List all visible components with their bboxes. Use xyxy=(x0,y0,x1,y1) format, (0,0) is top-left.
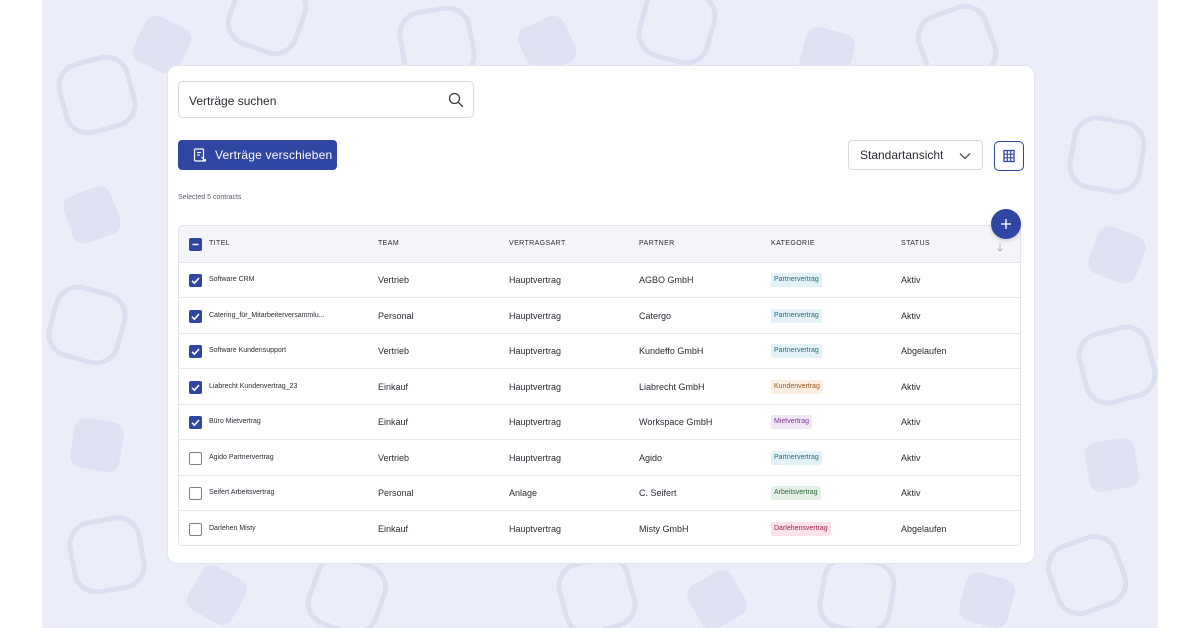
cell-title: Software Kundensupport xyxy=(209,347,287,354)
view-select-value: Standartansicht xyxy=(860,148,944,162)
cell-type: Hauptvertrag xyxy=(509,346,562,356)
row-checkbox[interactable] xyxy=(189,274,202,287)
category-tag: Partnervertrag xyxy=(771,344,822,358)
cell-team: Vertrieb xyxy=(378,346,410,356)
cell-status: Abgelaufen xyxy=(901,523,947,534)
cell-partner: Misty GmbH xyxy=(639,523,689,534)
cell-title: Darlehen Misty xyxy=(209,524,256,532)
cell-type: Hauptvertrag xyxy=(509,523,562,534)
cell-title: Agido Partnervertrag xyxy=(209,453,274,461)
column-header-status[interactable]: STATUS xyxy=(901,240,930,247)
chevron-down-icon xyxy=(959,153,971,160)
search-field[interactable] xyxy=(178,81,474,119)
view-select[interactable]: Standartansicht xyxy=(848,140,983,170)
search-icon[interactable] xyxy=(448,92,464,108)
cell-type: Anlage xyxy=(509,488,538,498)
cell-type: Hauptvertrag xyxy=(509,310,562,321)
cell-status: Aktiv xyxy=(901,275,921,285)
category-tag: Mietvertrag xyxy=(771,415,813,429)
row-checkbox[interactable] xyxy=(189,487,202,500)
cell-title: Catering_für_Mitarbeiterversammlu... xyxy=(209,311,325,319)
category-tag: Kundenvertrag xyxy=(771,379,823,394)
document-move-icon xyxy=(193,148,207,162)
search-input[interactable] xyxy=(187,82,441,119)
plus-icon xyxy=(1001,219,1011,229)
contracts-panel: Verträge verschieben Standartansicht Sel… xyxy=(167,65,1035,564)
cell-title: Liabrecht Kundenvertrag_23 xyxy=(209,382,298,390)
selection-count: Selected 5 contracts xyxy=(178,194,242,201)
cell-status: Aktiv xyxy=(901,310,921,321)
cell-team: Einkauf xyxy=(378,381,409,392)
table-header: TITEL TEAM VERTRAGSART PARTNER KATEGORIE… xyxy=(179,226,1020,263)
row-checkbox[interactable] xyxy=(189,380,202,394)
add-contract-button[interactable] xyxy=(991,209,1021,239)
cell-partner: AGBO GmbH xyxy=(639,275,694,285)
row-checkbox[interactable] xyxy=(189,522,202,536)
table-row[interactable]: Software Kundensupport Vertrieb Hauptvertr… xyxy=(179,334,1020,369)
cell-partner: Kundeffo GmbH xyxy=(639,346,704,356)
sort-arrow-icon[interactable] xyxy=(996,242,1004,252)
move-contracts-label: Verträge verschieben xyxy=(215,148,333,162)
cell-status: Abgelaufen xyxy=(901,346,947,356)
cell-partner: Workspace GmbH xyxy=(639,417,713,427)
row-checkbox[interactable] xyxy=(189,416,202,429)
cell-type: Hauptvertrag xyxy=(509,452,562,463)
cell-team: Vertrieb xyxy=(378,275,410,285)
select-all-checkbox[interactable] xyxy=(189,238,202,251)
table-row[interactable]: Software CRM Vertrieb Hauptvertrag AGBO Gmb… xyxy=(179,263,1020,298)
cell-type: Hauptvertrag xyxy=(509,417,562,427)
row-checkbox[interactable] xyxy=(189,345,202,358)
contracts-table: TITEL TEAM VERTRAGSART PARTNER KATEGORIE… xyxy=(178,225,1021,546)
cell-type: Hauptvertrag xyxy=(509,381,562,392)
move-contracts-button[interactable]: Verträge verschieben xyxy=(178,140,337,170)
column-header-title[interactable]: TITEL xyxy=(209,240,231,247)
table-row[interactable]: Büro Mietvertrag Einkauf Hauptvertrag Works… xyxy=(179,405,1020,440)
category-tag: Darlehensvertrag xyxy=(771,521,831,536)
row-checkbox[interactable] xyxy=(189,309,202,323)
cell-partner: Catergo xyxy=(639,310,672,321)
table-row[interactable]: Seifert Arbeitsvertrag Personal Anlage C. S… xyxy=(179,476,1020,511)
cell-team: Einkauf xyxy=(378,417,409,427)
cell-type: Hauptvertrag xyxy=(509,275,562,285)
cell-partner: Liabrecht GmbH xyxy=(639,381,705,392)
cell-team: Personal xyxy=(378,310,414,321)
category-tag: Partnervertrag xyxy=(771,450,822,465)
category-tag: Arbeitsvertrag xyxy=(771,486,821,500)
cell-title: Büro Mietvertrag xyxy=(209,418,261,425)
table-row[interactable]: Agido Partnervertrag Vertrieb Hauptvertrag… xyxy=(179,441,1020,476)
row-checkbox[interactable] xyxy=(189,451,202,465)
category-tag: Partnervertrag xyxy=(771,273,822,287)
cell-team: Vertrieb xyxy=(378,452,410,463)
table-row[interactable]: Catering_für_Mitarbeiterversammlu... Pers… xyxy=(179,299,1020,334)
column-header-team[interactable]: TEAM xyxy=(378,240,400,247)
cell-status: Aktiv xyxy=(901,381,921,392)
columns-grid-icon xyxy=(1003,149,1015,163)
cell-team: Personal xyxy=(378,488,414,498)
column-header-type[interactable]: VERTRAGSART xyxy=(509,240,566,247)
table-row[interactable]: Liabrecht Kundenvertrag_23 Einkauf Hauptve… xyxy=(179,370,1020,405)
cell-partner: Agido xyxy=(639,452,663,463)
category-tag: Partnervertrag xyxy=(771,308,822,323)
cell-team: Einkauf xyxy=(378,523,409,534)
column-header-category[interactable]: KATEGORIE xyxy=(771,240,815,247)
cell-status: Aktiv xyxy=(901,452,921,463)
column-settings-button[interactable] xyxy=(994,141,1024,171)
column-header-partner[interactable]: PARTNER xyxy=(639,240,675,247)
cell-partner: C. Seifert xyxy=(639,488,677,498)
cell-status: Aktiv xyxy=(901,488,921,498)
cell-title: Software CRM xyxy=(209,276,255,283)
table-row[interactable]: Darlehen Misty Einkauf Hauptvertrag Misty G… xyxy=(179,512,1020,546)
cell-title: Seifert Arbeitsvertrag xyxy=(209,489,275,496)
cell-status: Aktiv xyxy=(901,417,921,427)
